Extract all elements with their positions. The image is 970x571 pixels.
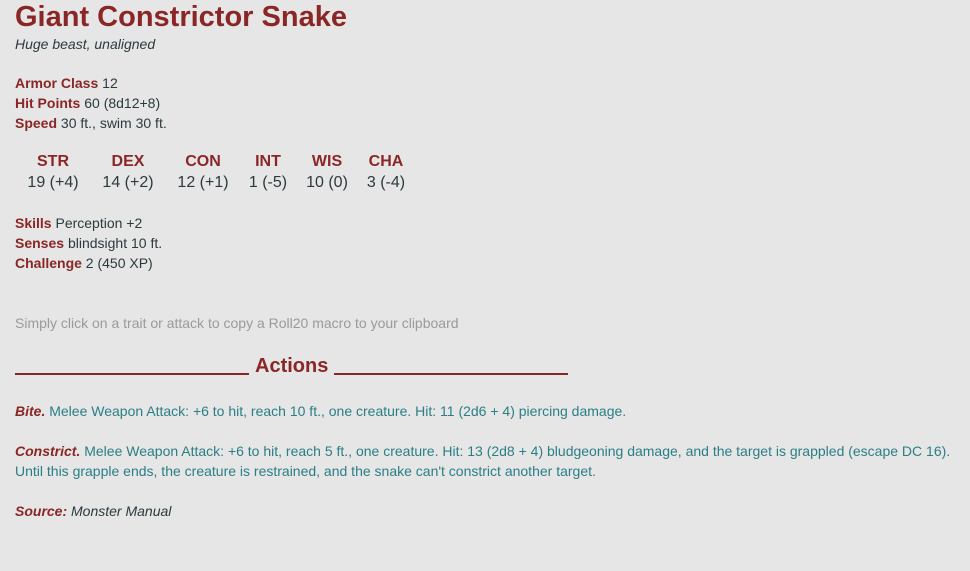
armor-class-value: 12 (102, 75, 118, 91)
ability-name: CHA (368, 153, 404, 170)
armor-class-label: Armor Class (15, 75, 99, 91)
hit-points-value: 60 (8d12+8) (84, 95, 161, 111)
ability-name: WIS (311, 153, 343, 170)
ability-name: STR (37, 153, 69, 170)
ability-dex: DEX 14 (+2) (88, 153, 168, 193)
senses-row: Senses blindsight 10 ft. (15, 234, 162, 252)
action-description: Melee Weapon Attack: +6 to hit, reach 5 … (15, 443, 951, 479)
challenge-value: 2 (450 XP) (85, 255, 153, 271)
ability-str: STR 19 (+4) (13, 153, 93, 193)
ability-value: 14 (+2) (102, 174, 154, 191)
hit-points-row: Hit Points 60 (8d12+8) (15, 94, 160, 112)
actions-heading: Actions (15, 355, 569, 378)
actions-heading-label: Actions (255, 355, 329, 377)
hit-points-label: Hit Points (15, 95, 81, 111)
heading-rule-right (334, 373, 569, 375)
heading-rule-left (15, 373, 249, 375)
ability-name: INT (255, 153, 281, 170)
action-constrict[interactable]: Constrict. Melee Weapon Attack: +6 to hi… (15, 441, 960, 481)
ability-con: CON 12 (+1) (163, 153, 243, 193)
ability-value: 1 (-5) (248, 174, 288, 191)
challenge-row: Challenge 2 (450 XP) (15, 254, 153, 272)
armor-class-row: Armor Class 12 (15, 74, 118, 92)
ability-name: DEX (111, 153, 145, 170)
ability-name: CON (185, 153, 221, 170)
ability-int: INT 1 (-5) (228, 153, 308, 193)
skills-label: Skills (15, 215, 52, 231)
ability-value: 19 (+4) (27, 174, 79, 191)
skills-value: Perception +2 (55, 215, 143, 231)
challenge-label: Challenge (15, 255, 82, 271)
action-bite[interactable]: Bite. Melee Weapon Attack: +6 to hit, re… (15, 401, 960, 421)
source-value: Monster Manual (71, 503, 172, 519)
source-label: Source: (15, 503, 68, 519)
senses-value: blindsight 10 ft. (67, 235, 163, 251)
speed-label: Speed (15, 115, 58, 131)
monster-name: Giant Constrictor Snake (15, 1, 347, 33)
action-description: Melee Weapon Attack: +6 to hit, reach 10… (45, 403, 627, 419)
monster-type-line: Huge beast, unaligned (15, 36, 156, 52)
ability-value: 10 (0) (306, 174, 348, 191)
action-name: Bite. (15, 403, 46, 419)
ability-wis: WIS 10 (0) (287, 153, 367, 193)
action-name: Constrict. (15, 443, 81, 459)
source-line: Source: Monster Manual (15, 503, 171, 519)
speed-value: 30 ft., swim 30 ft. (60, 115, 167, 131)
copy-macro-hint: Simply click on a trait or attack to cop… (15, 315, 459, 331)
speed-row: Speed 30 ft., swim 30 ft. (15, 114, 167, 132)
senses-label: Senses (15, 235, 65, 251)
skills-row: Skills Perception +2 (15, 214, 142, 232)
ability-value: 12 (+1) (177, 174, 229, 191)
ability-value: 3 (-4) (366, 174, 406, 191)
ability-cha: CHA 3 (-4) (346, 153, 426, 193)
